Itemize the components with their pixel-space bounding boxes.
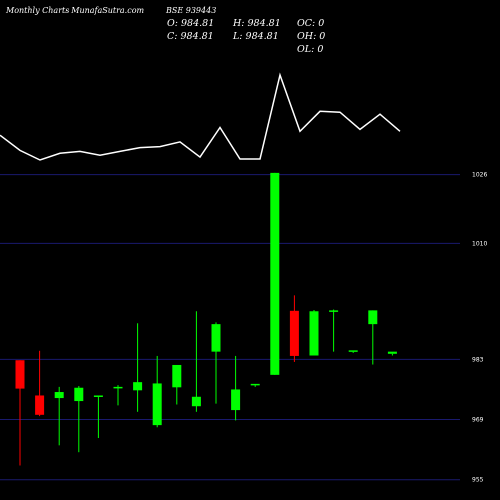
candle-body bbox=[152, 383, 162, 426]
candle-body bbox=[172, 364, 182, 388]
y-tick-label: 1010 bbox=[472, 240, 487, 247]
y-tick-label: 1026 bbox=[472, 172, 487, 179]
candle-body bbox=[250, 383, 260, 386]
candle-body bbox=[270, 172, 280, 375]
candle-body bbox=[15, 360, 25, 389]
ohlc-oc: OC: 0 bbox=[297, 18, 325, 29]
candle-body bbox=[133, 382, 143, 391]
volume-line bbox=[0, 72, 401, 161]
y-tick-label: 955 bbox=[472, 477, 484, 484]
candle-body bbox=[74, 387, 84, 402]
ohlc-close: C: 984.81 bbox=[167, 31, 214, 42]
ohlc-high: H: 984.81 bbox=[233, 18, 281, 29]
chart-header-title: Monthly Charts bbox=[6, 6, 70, 15]
candle-body bbox=[368, 310, 378, 325]
candle-body bbox=[211, 324, 221, 352]
candle-body bbox=[191, 396, 201, 407]
ohlc-oh: OH: 0 bbox=[297, 31, 326, 42]
chart-header-symbol: BSE 939443 bbox=[166, 6, 217, 15]
candle-body bbox=[93, 395, 103, 397]
candle-body bbox=[113, 386, 123, 389]
ohlc-low: L: 984.81 bbox=[233, 31, 279, 42]
candle-body bbox=[387, 351, 397, 354]
chart-header-site: - MunafaSutra.com bbox=[66, 6, 145, 15]
y-tick-label: 969 bbox=[472, 417, 484, 424]
candle-body bbox=[309, 311, 319, 356]
candle-body bbox=[329, 310, 339, 312]
ohlc-open: O: 984.81 bbox=[167, 18, 215, 29]
y-tick-label: 983 bbox=[472, 356, 484, 363]
candle-body bbox=[231, 389, 241, 411]
candle-body bbox=[35, 395, 45, 415]
ohlc-ol: OL: 0 bbox=[297, 44, 324, 55]
candle-body bbox=[348, 350, 358, 352]
candle-body bbox=[54, 392, 64, 399]
candle-body bbox=[289, 310, 299, 356]
